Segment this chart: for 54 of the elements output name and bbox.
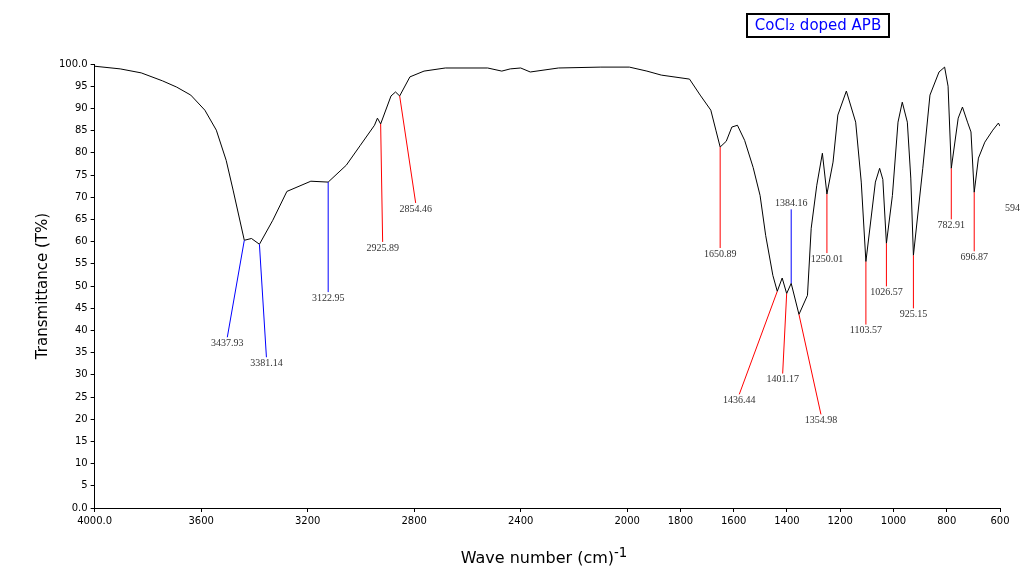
y-tick-label: 95 [74,79,88,91]
text: 594 [1005,201,1020,213]
annotation: 1103.57 [849,324,882,336]
y-tick-label: 35 [74,346,88,358]
y-tick-label: 65 [74,212,88,224]
x-tick-label: 2400 [507,514,534,526]
x-tick-label: 800 [937,514,957,526]
y-tick-label: 75 [74,168,88,180]
y-tick-label: 55 [74,257,88,269]
annotation: 925.15 [899,307,928,319]
y-tick-label: 60 [74,235,88,247]
annotation: 1384.16 [774,196,808,208]
x-tick-label: 600 [990,514,1010,526]
annotation: 3437.93 [211,336,244,348]
x-tick-label: 3200 [294,514,321,526]
annotation: 2925.89 [366,241,399,253]
annotation: 3381.14 [250,356,283,368]
y-tick-label: 100.0 [58,57,88,69]
annotation: 782.91 [937,218,966,230]
annotation: 1250.01 [810,252,844,264]
y-tick-label: 40 [74,323,88,335]
x-tick-label: 1200 [827,514,853,526]
x-tick-label: 1800 [667,514,694,526]
annotation: 1436.44 [723,393,756,405]
y-tick-label: 0.0 [71,501,88,513]
annotation: 2854.46 [399,202,432,214]
annotation: 1401.17 [766,373,799,385]
x-tick-label: 3600 [188,514,214,526]
annotation: 1650.89 [703,247,737,259]
x-tick-label: 2800 [401,514,427,526]
y-tick-label: 80 [74,146,88,158]
chart-title: CoCl₂ doped APB [746,13,890,38]
x-tick-label: 1400 [774,514,800,526]
y-tick-label: 25 [74,390,88,402]
y-tick-label: 70 [74,190,88,202]
x-tick-label: 1600 [720,514,747,526]
x-axis-title: Wave number (cm)$^{-1}$ [459,545,629,568]
annotation: 3122.95 [311,291,345,303]
y-tick-label: 50 [74,279,88,291]
y-tick-label: 10 [74,457,88,469]
x-tick-label: 4000.0 [77,514,113,526]
y-tick-label: 85 [74,124,88,136]
y-tick-label: 15 [74,434,88,446]
y-tick-label: 90 [74,101,88,113]
y-tick-label: 45 [74,301,88,313]
x-tick-label: 2000 [614,514,640,526]
y-tick-label: 20 [74,412,88,424]
x-tick-label: 1000 [880,514,907,526]
annotation: 696.87 [960,250,988,262]
y-axis-title: Transmittance (T%) [32,212,51,361]
y-tick-label: 5 [81,479,88,491]
y-tick-label: 30 [74,368,88,380]
annotation: 1026.57 [870,286,903,297]
annotation: 1354.98 [804,414,838,426]
